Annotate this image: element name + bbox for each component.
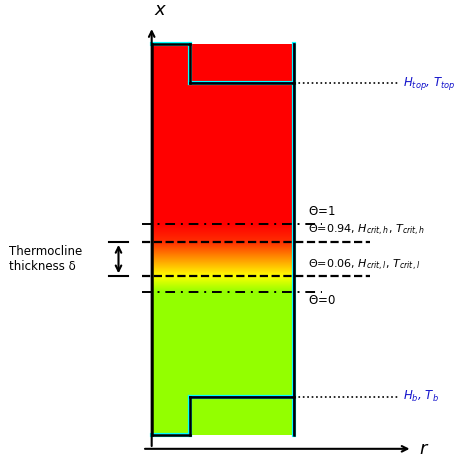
Text: Thermocline
thickness δ: Thermocline thickness δ	[9, 245, 83, 273]
Text: $\it{\Theta}$=0: $\it{\Theta}$=0	[308, 294, 336, 307]
Text: $H_b$, $T_b$: $H_b$, $T_b$	[403, 389, 439, 404]
Text: $\it{\Theta}$=0.06, $H_{crit,l}$, $T_{crit,l}$: $\it{\Theta}$=0.06, $H_{crit,l}$, $T_{cr…	[308, 257, 420, 273]
Text: $\it{\Theta}$=0.94, $H_{crit,h}$, $T_{crit,h}$: $\it{\Theta}$=0.94, $H_{crit,h}$, $T_{cr…	[308, 223, 425, 239]
Text: r: r	[419, 440, 427, 458]
Text: $H_{top}$, $T_{top}$: $H_{top}$, $T_{top}$	[403, 75, 456, 92]
Text: $\it{\Theta}$=1: $\it{\Theta}$=1	[308, 205, 336, 219]
Text: x: x	[154, 1, 164, 20]
